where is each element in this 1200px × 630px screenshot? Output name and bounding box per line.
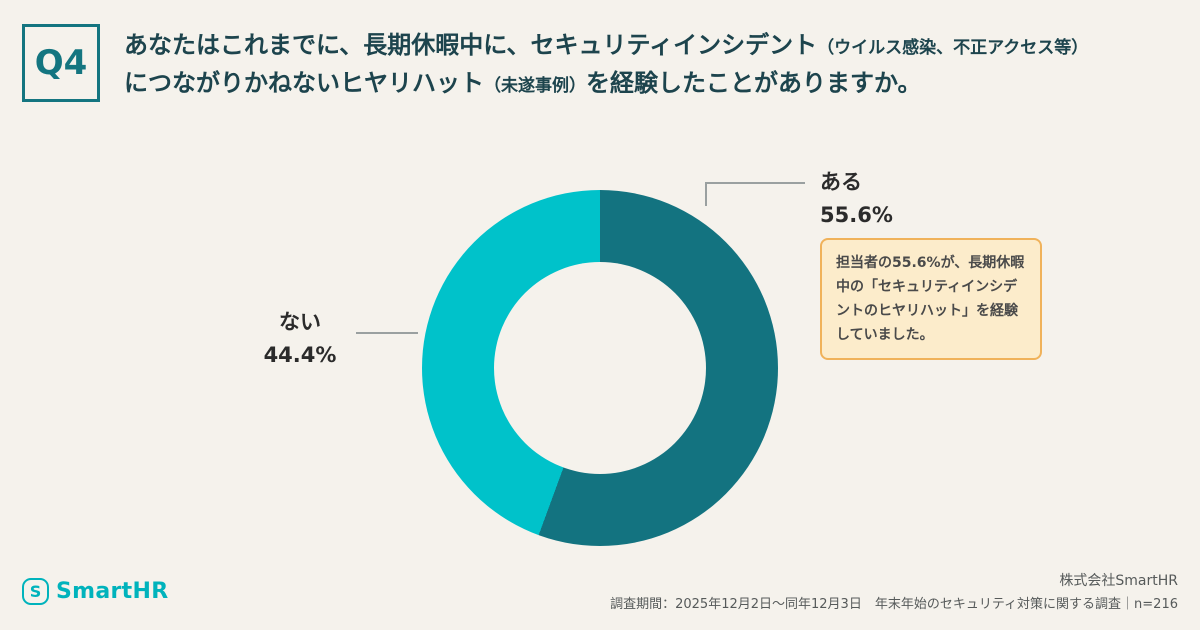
smarthr-logo-icon: S (22, 578, 49, 605)
slice-label-nai: ない 44.4% (255, 306, 345, 371)
company-name: 株式会社SmartHR (1059, 573, 1178, 589)
question-number-badge: Q4 (22, 24, 100, 102)
footer-source: 株式会社SmartHR 調査期間：2025年12月2日〜同年12月3日 年末年始… (610, 570, 1178, 616)
callout-box: 担当者の55.6%が、長期休暇中の「セキュリティインシデントのヒヤリハット」を経… (820, 238, 1042, 361)
slice-percent-aru: 55.6% (820, 202, 893, 227)
survey-note: 調査期間：2025年12月2日〜同年12月3日 年末年始のセキュリティ対策に関す… (610, 596, 1178, 612)
slice-label-aru: ある 55.6% (820, 166, 893, 231)
slice-name-nai: ない (279, 310, 321, 334)
question-segment-main-1: あなたはこれまでに、長期休暇中に、セキュリティインシデント (124, 31, 818, 59)
question-segment-main-3: を経験したことがありますか。 (586, 69, 922, 98)
question-segment-main-2: につながりかねないヒヤリハット (124, 69, 484, 98)
donut-chart (422, 190, 778, 546)
slice-percent-nai: 44.4% (263, 342, 337, 367)
question-segment-small-2: （未遂事例） (484, 76, 586, 97)
question-segment-small-1: （ウイルス感染、不正アクセス等） (817, 38, 1089, 58)
donut-hole (494, 262, 706, 474)
smarthr-logo: S SmartHR (22, 578, 168, 605)
question-text: あなたはこれまでに、長期休暇中に、セキュリティインシデント（ウイルス感染、不正ア… (124, 24, 1088, 103)
question-header: Q4 あなたはこれまでに、長期休暇中に、セキュリティインシデント（ウイルス感染、… (22, 24, 1088, 103)
connector-line-aru (705, 182, 805, 206)
smarthr-logo-wordmark: SmartHR (56, 579, 169, 604)
connector-line-nai (356, 332, 418, 334)
slice-name-aru: ある (820, 170, 862, 194)
